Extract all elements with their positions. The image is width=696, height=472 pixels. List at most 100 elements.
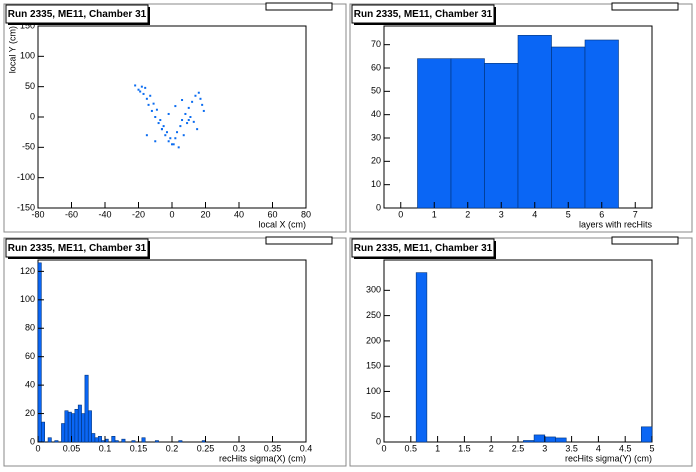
x-tick-label: 6 <box>599 209 604 219</box>
point <box>191 100 194 103</box>
bar <box>114 440 119 443</box>
point <box>199 97 202 100</box>
x-tick-label: 5 <box>649 443 654 453</box>
point <box>176 131 179 134</box>
chart-title: Run 2335, ME11, Chamber 31 <box>8 9 147 20</box>
title-box <box>351 4 495 24</box>
bar <box>415 272 428 443</box>
x-tick-label: 0.4 <box>300 443 313 453</box>
x-tick-label: 0.2 <box>166 443 179 453</box>
point <box>186 122 189 125</box>
bar <box>61 423 66 443</box>
chart-title: Run 2335, ME11, Chamber 31 <box>8 243 147 254</box>
bar <box>640 426 653 443</box>
point <box>192 120 195 123</box>
point <box>140 85 143 88</box>
y-tick-label: 20 <box>25 408 35 418</box>
bar <box>484 63 519 209</box>
point <box>147 103 150 106</box>
point <box>144 86 147 89</box>
bar <box>555 437 567 443</box>
y-tick-label: 50 <box>371 86 381 96</box>
stats-box <box>611 2 679 11</box>
y-tick-label: -100 <box>17 172 35 182</box>
x-tick-label: 0 <box>398 209 403 219</box>
point <box>171 143 173 146</box>
bar <box>517 35 552 209</box>
x-tick-label: 1.5 <box>458 443 471 453</box>
y-tick-label: 40 <box>25 380 35 390</box>
bar <box>98 436 102 443</box>
x-tick-label: 1 <box>435 443 440 453</box>
point <box>182 134 185 137</box>
x-tick-label: 20 <box>200 209 210 219</box>
point <box>139 90 142 93</box>
bar <box>121 438 126 443</box>
point <box>159 119 162 122</box>
point <box>187 119 190 122</box>
bar <box>54 440 59 443</box>
point <box>169 137 172 140</box>
x-tick-label: 60 <box>267 209 277 219</box>
y-tick-label: 50 <box>25 81 35 91</box>
x-tick-label: 0.05 <box>63 443 81 453</box>
x-tick-label: 2 <box>489 443 494 453</box>
y-tick-label: 300 <box>366 285 381 295</box>
x-tick-label: 2 <box>465 209 470 219</box>
y-tick-label: 10 <box>371 179 381 189</box>
point <box>174 105 177 108</box>
bar <box>94 437 99 443</box>
y-tick-label: 70 <box>371 39 381 49</box>
y-tick-label: 200 <box>366 335 381 345</box>
point <box>154 140 157 143</box>
point <box>177 146 180 149</box>
x-tick-label: -20 <box>132 209 145 219</box>
y-tick-label: 120 <box>20 266 35 276</box>
point <box>187 106 190 109</box>
point <box>174 137 177 140</box>
y-tick-label: 0 <box>376 202 381 212</box>
bar <box>64 410 69 443</box>
point <box>157 122 160 125</box>
point <box>137 88 140 91</box>
x-tick-label: 0.35 <box>264 443 282 453</box>
y-tick-label: 150 <box>20 20 35 30</box>
point <box>181 99 184 102</box>
y-tick-label: 0 <box>30 436 35 446</box>
x-tick-label: 0.1 <box>99 443 112 453</box>
point <box>165 131 168 134</box>
point <box>164 134 167 137</box>
pad: 0 0.5 1 1.5 2 2.5 3 3.5 4 4.5 5050100150200250300r… <box>349 236 693 467</box>
x-tick-label: 5 <box>566 209 571 219</box>
y-tick-label: -50 <box>22 142 35 152</box>
plot-frame <box>37 25 307 209</box>
point <box>152 102 155 105</box>
point <box>150 109 153 112</box>
bar <box>417 58 452 209</box>
pad: -80 -60 -40 -20 0 20 40 60 80 -150 -100 -50 0 50 100 15… <box>3 2 347 233</box>
point <box>189 116 192 118</box>
y-tick-label: 100 <box>20 51 35 61</box>
x-tick-label: -40 <box>98 209 111 219</box>
y-tick-label: 0 <box>30 111 35 121</box>
y-tick-label: 50 <box>371 411 381 421</box>
bar <box>154 440 159 443</box>
chart-title: Run 2335, ME11, Chamber 31 <box>354 9 493 20</box>
x-tick-label: 0.5 <box>405 443 418 453</box>
chart-title: Run 2335, ME11, Chamber 31 <box>354 243 493 254</box>
x-axis-title: local X (cm) <box>258 219 306 229</box>
x-tick-label: 1 <box>432 209 437 219</box>
x-tick-label: 3 <box>542 443 547 453</box>
x-tick-label: 3 <box>499 209 504 219</box>
bar <box>201 440 206 443</box>
point <box>154 116 157 118</box>
point <box>134 84 137 87</box>
x-tick-label: 4.5 <box>619 443 632 453</box>
bar <box>47 437 52 443</box>
bar <box>87 410 92 443</box>
title-box <box>351 238 495 258</box>
x-tick-label: 0 <box>169 209 174 219</box>
bar <box>71 413 76 443</box>
y-tick-label: 80 <box>25 323 35 333</box>
